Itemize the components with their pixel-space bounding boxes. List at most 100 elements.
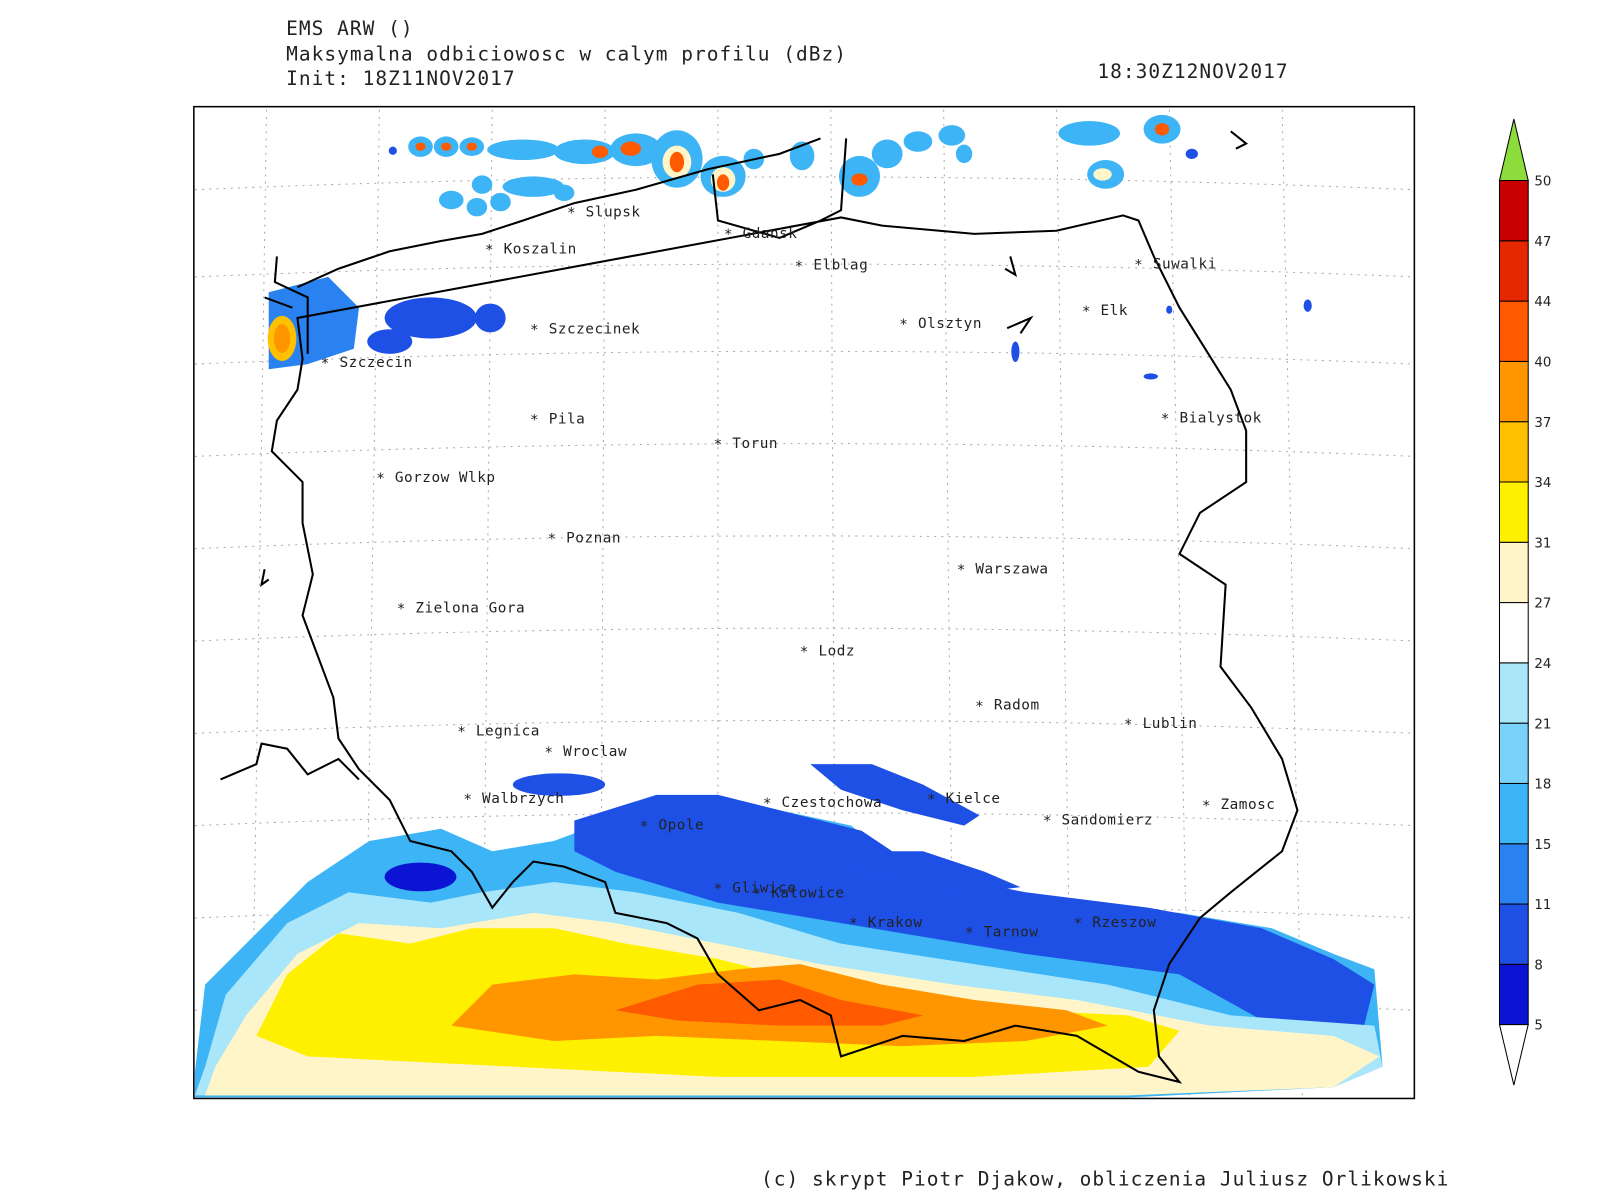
field-title: Maksymalna odbiciowosc w calym profilu (… [286, 43, 847, 66]
city-marker: * [795, 259, 804, 275]
city-marker: * [1161, 412, 1170, 428]
colorbar-label: 8 [1534, 958, 1542, 973]
colorbar-band [1498, 662, 1529, 724]
city-marker: * [965, 925, 974, 941]
colorbar-label: 18 [1534, 778, 1551, 793]
colorbar-band [1498, 963, 1529, 1026]
city-marker: * [714, 437, 723, 453]
city-marker: * [899, 317, 908, 333]
city-marker: * [530, 322, 539, 338]
map-area: * Slupsk * Koszalin * Gdansk * Elblag * Suwalki * E… [194, 106, 1415, 1099]
city-marker: * [1074, 916, 1083, 932]
reflectivity-south [194, 764, 1383, 1098]
credits: (c) skrypt Piotr Djakow, obliczenia Juli… [761, 1168, 1449, 1191]
city-label: Gdansk [743, 226, 798, 242]
city-marker: * [547, 532, 556, 548]
city-marker: * [1134, 258, 1143, 274]
city-marker: * [397, 601, 406, 617]
city-label: Zamosc [1221, 797, 1276, 813]
city-label: Katowice [771, 885, 844, 901]
city-layer: * Slupsk * Koszalin * Gdansk * Elblag * Suwalki * E… [321, 204, 1276, 941]
city-label: Opole [658, 818, 704, 834]
city-marker: * [321, 356, 330, 372]
city-label: Warszawa [975, 561, 1048, 577]
colorbar-band [1498, 541, 1529, 604]
city-marker: * [975, 699, 984, 715]
city-marker: * [457, 724, 466, 740]
colorbar-band [1498, 843, 1529, 905]
map-frame [193, 105, 1416, 1100]
valid-time: 18:30Z12NOV2017 [1097, 60, 1288, 83]
city-label: Gliwice [732, 880, 796, 896]
city-marker: * [1202, 798, 1211, 814]
city-label: Wroclaw [563, 744, 627, 760]
city-label: Sandomierz [1062, 813, 1154, 829]
colorbar-band [1498, 180, 1529, 242]
city-label: Kielce [946, 791, 1001, 807]
init-time: Init: 18Z11NOV2017 [286, 67, 515, 90]
city-marker: * [376, 471, 385, 487]
city-label: Poznan [566, 531, 621, 547]
city-label: Szczecin [339, 355, 412, 371]
colorbar-label: 15 [1534, 838, 1551, 853]
city-label: Lodz [818, 643, 855, 659]
city-marker: * [485, 242, 494, 258]
city-label: Krakow [868, 915, 923, 931]
colorbar-band [1498, 481, 1529, 543]
colorbar-label: 40 [1534, 356, 1551, 371]
city-marker: * [957, 562, 966, 578]
colorbar-band [1498, 360, 1529, 423]
city-marker: * [763, 796, 772, 812]
city-marker: * [530, 413, 539, 429]
city-marker: * [1043, 814, 1052, 830]
city-label: Olsztyn [918, 316, 982, 332]
city-label: Rzeszow [1092, 915, 1156, 931]
colorbar-band [1498, 602, 1529, 664]
city-label: Elblag [813, 258, 868, 274]
colorbar-label: 31 [1534, 536, 1551, 551]
city-marker: * [849, 916, 858, 932]
city-label: Pila [549, 412, 586, 428]
city-label: Legnica [476, 723, 540, 739]
colorbar-label: 47 [1534, 235, 1551, 250]
city-label: Koszalin [504, 241, 577, 257]
colorbar-label: 11 [1534, 898, 1551, 913]
city-label: Tarnow [984, 924, 1039, 940]
reflectivity-north [267, 114, 1312, 380]
city-marker: * [800, 644, 809, 660]
city-label: Szczecinek [549, 321, 641, 337]
city-marker: * [640, 819, 649, 835]
colorbar-over [1498, 118, 1529, 182]
colorbar-band [1498, 240, 1529, 302]
colorbar-label: 21 [1534, 717, 1551, 732]
colorbar-band [1498, 421, 1529, 483]
city-label: Torun [732, 436, 778, 452]
city-marker: * [1082, 304, 1091, 320]
city-marker: * [463, 792, 472, 808]
city-label: Lublin [1143, 716, 1198, 732]
colorbar-band [1498, 782, 1529, 845]
colorbar-label: 50 [1534, 175, 1551, 190]
colorbar-label: 27 [1534, 597, 1551, 612]
city-marker: * [1124, 717, 1133, 733]
city-label: Zielona Gora [415, 600, 525, 616]
city-label: Walbrzych [482, 791, 564, 807]
colorbar-label: 37 [1534, 416, 1551, 431]
colorbar-label: 44 [1534, 295, 1551, 310]
borders [220, 130, 1299, 1084]
city-label: Elk [1101, 303, 1128, 319]
city-label: Czestochowa [782, 795, 883, 811]
colorbar-band [1498, 903, 1529, 965]
colorbar-label: 24 [1534, 657, 1551, 672]
city-marker: * [567, 205, 576, 221]
city-marker: * [927, 792, 936, 808]
city-marker: * [724, 227, 733, 243]
city-marker: * [753, 886, 762, 902]
colorbar: 5 8 11 15 18 21 24 27 31 34 37 40 44 47 50 [1498, 118, 1551, 1086]
city-label: Bialystok [1179, 411, 1261, 427]
graticule [194, 106, 1415, 1099]
city-marker: * [544, 745, 553, 761]
model-title: EMS ARW () [286, 17, 413, 40]
